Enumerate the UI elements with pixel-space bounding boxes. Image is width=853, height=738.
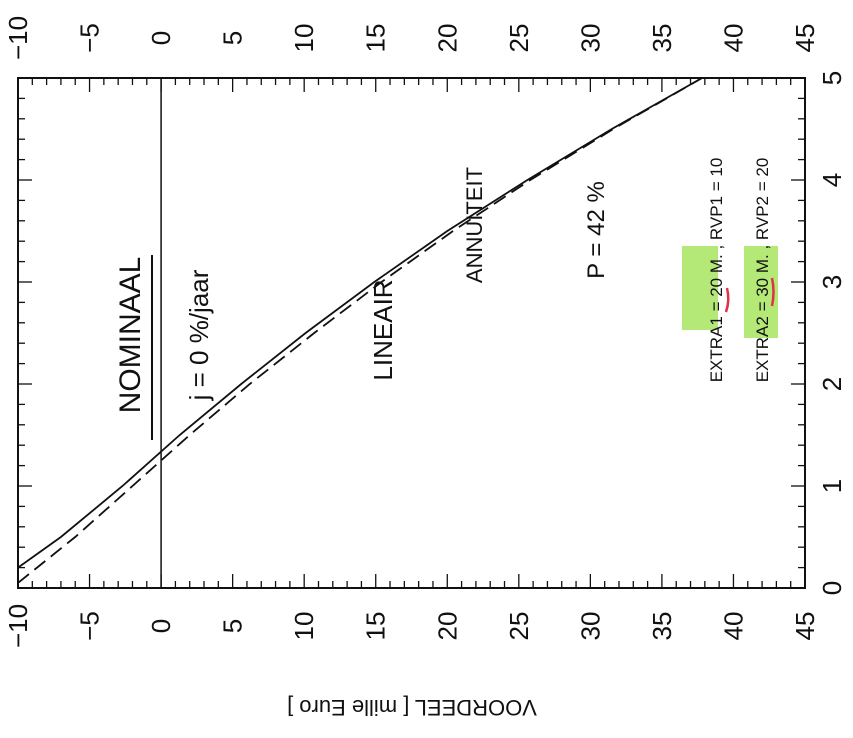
value-tick-label-bottom: 0 xyxy=(146,619,176,633)
x-tick-label: 5 xyxy=(817,71,847,85)
series-label-lineair: LINEAIR xyxy=(368,279,398,380)
value-tick-label-bottom: 30 xyxy=(575,612,605,641)
value-tick-label-top: 5 xyxy=(218,31,248,45)
value-tick-label-top: −10 xyxy=(3,16,33,60)
chart-title: NOMINAAL xyxy=(114,257,147,414)
y-axis-label: VOORDEEL [ mille Euro ] xyxy=(287,695,537,720)
underline-mark-2 xyxy=(770,277,775,307)
p-label: P = 42 % xyxy=(583,181,610,279)
value-tick-label-top: 15 xyxy=(361,24,391,53)
x-tick-label: 0 xyxy=(817,581,847,595)
value-tick-label-bottom: 10 xyxy=(289,612,319,641)
value-tick-label-bottom: 35 xyxy=(647,612,677,641)
extra2-label: EXTRA2 = 30 M. , RVP2 = 20 xyxy=(753,158,772,383)
value-tick-label-bottom: −10 xyxy=(3,604,33,648)
extra1-label: EXTRA1 = 20 M. , RVP1 = 10 xyxy=(707,158,726,383)
x-tick-label: 1 xyxy=(817,479,847,493)
value-tick-label-top: 35 xyxy=(647,24,677,53)
value-tick-label-top: 10 xyxy=(289,24,319,53)
series-label-annuiteit: ANNUITEIT xyxy=(462,167,487,283)
underline-mark-1 xyxy=(724,287,730,313)
x-tick-label: 2 xyxy=(817,377,847,391)
value-tick-label-top: −5 xyxy=(75,23,105,53)
chart-subtitle: j = 0 %/jaar xyxy=(184,269,214,401)
plot-frame xyxy=(17,77,806,589)
series-line-lineair xyxy=(17,77,703,569)
x-tick-label: 3 xyxy=(817,275,847,289)
x-tick-label: 4 xyxy=(817,173,847,187)
value-tick-label-bottom: 20 xyxy=(432,612,462,641)
value-tick-label-bottom: 5 xyxy=(218,619,248,633)
value-tick-label-bottom: 25 xyxy=(504,612,534,641)
value-tick-label-bottom: 45 xyxy=(790,612,820,641)
value-tick-label-top: 25 xyxy=(504,24,534,53)
value-tick-label-top: 0 xyxy=(146,31,176,45)
value-tick-label-bottom: 40 xyxy=(718,612,748,641)
value-tick-label-bottom: −5 xyxy=(75,611,105,641)
series-line-annuiteit xyxy=(17,77,703,584)
value-tick-label-bottom: 15 xyxy=(361,612,391,641)
highlight-mark-1 xyxy=(682,246,718,330)
value-tick-label-top: 30 xyxy=(575,24,605,53)
series-group xyxy=(17,77,703,584)
value-tick-label-top: 40 xyxy=(718,24,748,53)
value-tick-label-top: 20 xyxy=(432,24,462,53)
axis-tick-labels: −10−10−5−5005510101515202025253030353540… xyxy=(3,16,847,648)
value-tick-label-top: 45 xyxy=(790,24,820,53)
